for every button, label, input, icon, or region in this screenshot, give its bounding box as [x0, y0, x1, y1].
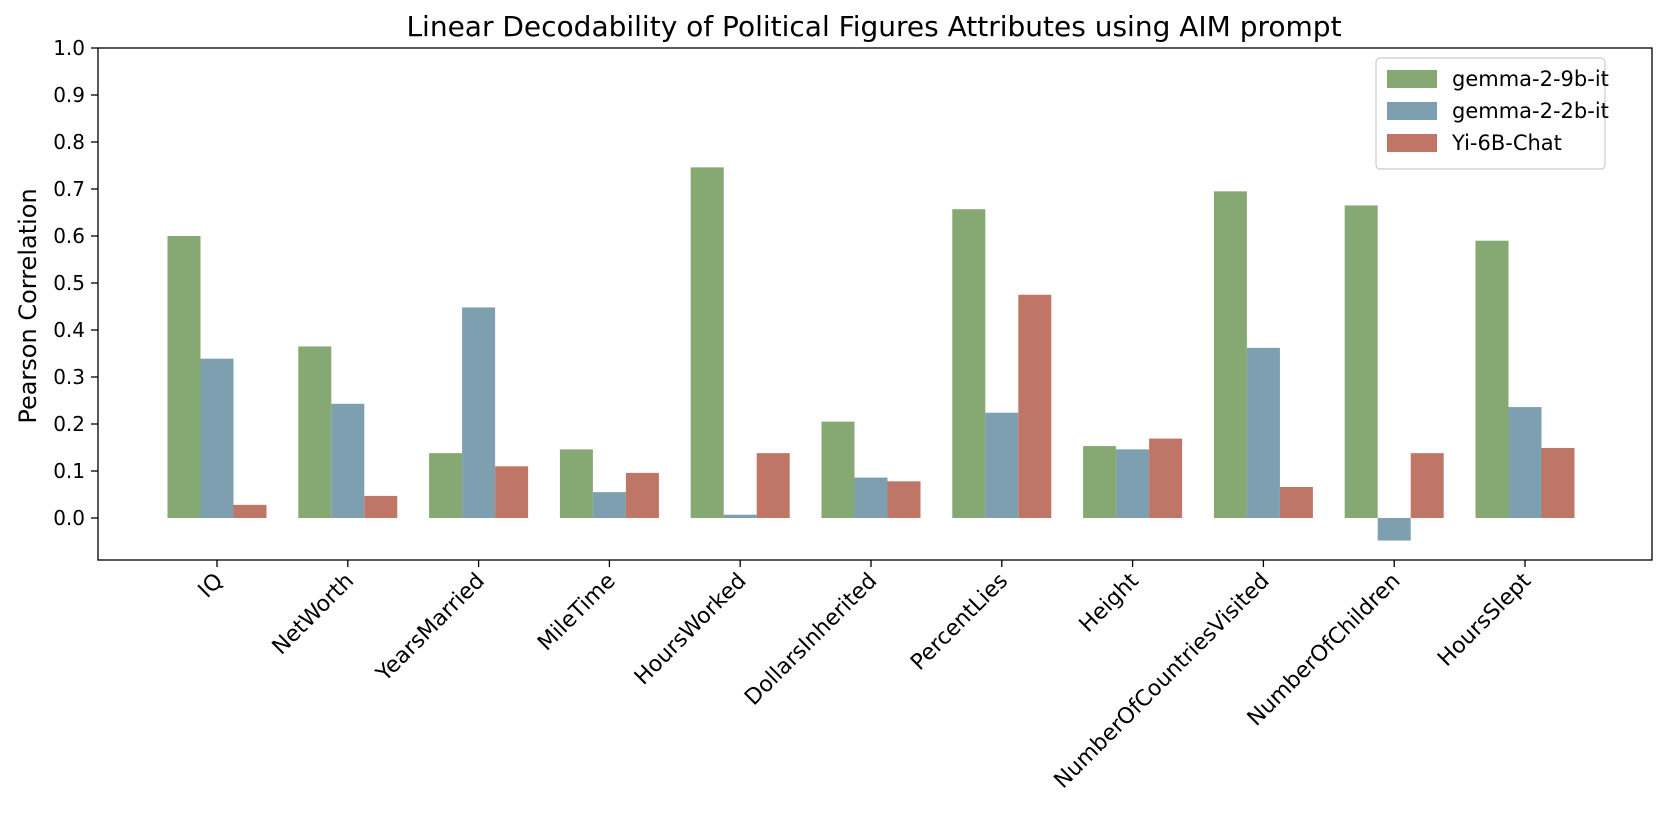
- bar-gemma-2-9b-it-PercentLies: [952, 209, 986, 518]
- bar-Yi-6B-Chat-MileTime: [625, 472, 659, 518]
- bar-Yi-6B-Chat-PercentLies: [1018, 294, 1052, 518]
- bar-gemma-2-2b-it-MileTime: [592, 492, 626, 518]
- bar-gemma-2-2b-it-Height: [1116, 449, 1150, 518]
- legend-label: Yi-6B-Chat: [1451, 131, 1562, 155]
- x-tick-label: IQ: [194, 569, 229, 604]
- chart-title: Linear Decodability of Political Figures…: [406, 10, 1341, 43]
- x-tick-label: YearsMarried: [371, 569, 490, 688]
- y-tick-label: 1.0: [53, 36, 85, 60]
- bar-gemma-2-2b-it-HoursWorked: [723, 514, 757, 518]
- bar-gemma-2-2b-it-NumberOfCountriesVisited: [1246, 347, 1280, 518]
- legend-label: gemma-2-2b-it: [1452, 99, 1609, 123]
- y-tick-label: 0.2: [53, 412, 85, 436]
- bar-gemma-2-2b-it-NetWorth: [331, 403, 365, 518]
- bar-Yi-6B-Chat-YearsMarried: [495, 466, 529, 518]
- legend-swatch: [1387, 134, 1437, 152]
- y-tick-label: 0.8: [53, 130, 85, 154]
- bar-gemma-2-2b-it-YearsMarried: [462, 307, 496, 518]
- legend-swatch: [1387, 102, 1437, 120]
- bar-gemma-2-2b-it-PercentLies: [985, 412, 1019, 518]
- x-tick-label: Height: [1075, 568, 1144, 637]
- y-tick-label: 0.1: [53, 459, 85, 483]
- y-tick-label: 0.6: [53, 224, 85, 248]
- x-tick-label: NetWorth: [268, 569, 359, 660]
- bar-gemma-2-2b-it-NumberOfChildren: [1377, 518, 1411, 541]
- x-tick-label: HoursSlept: [1433, 568, 1536, 671]
- bar-gemma-2-9b-it-YearsMarried: [429, 453, 463, 518]
- bar-Yi-6B-Chat-NumberOfCountriesVisited: [1279, 486, 1313, 518]
- bar-Yi-6B-Chat-HoursWorked: [756, 453, 790, 518]
- bar-gemma-2-9b-it-NetWorth: [298, 346, 332, 518]
- bar-gemma-2-9b-it-IQ: [167, 236, 201, 518]
- x-tick-label: PercentLies: [906, 569, 1013, 676]
- bar-Yi-6B-Chat-DollarsInherited: [887, 481, 921, 518]
- y-tick-label: 0.9: [53, 83, 85, 107]
- bar-gemma-2-9b-it-NumberOfCountriesVisited: [1213, 191, 1247, 518]
- legend-label: gemma-2-9b-it: [1452, 67, 1609, 91]
- legend-swatch: [1387, 70, 1437, 88]
- bar-gemma-2-2b-it-HoursSlept: [1508, 407, 1542, 518]
- plot-frame: [97, 47, 1653, 561]
- x-axis: IQ NetWorth YearsMarried MileTime HoursWorke…: [194, 560, 1537, 794]
- legend: gemma-2-9b-it gemma-2-2b-it Yi-6B-Chat: [1375, 57, 1609, 170]
- bar-Yi-6B-Chat-HoursSlept: [1541, 447, 1575, 518]
- x-tick-label: DollarsInherited: [740, 569, 882, 711]
- bar-Yi-6B-Chat-Height: [1149, 438, 1183, 518]
- bar-gemma-2-2b-it-DollarsInherited: [854, 477, 888, 518]
- bar-gemma-2-9b-it-Height: [1083, 446, 1117, 518]
- bar-Yi-6B-Chat-NumberOfChildren: [1410, 453, 1444, 518]
- bar-Yi-6B-Chat-NetWorth: [364, 495, 398, 518]
- bar-gemma-2-9b-it-NumberOfChildren: [1344, 205, 1378, 518]
- y-tick-label: 0.3: [53, 365, 85, 389]
- y-tick-label: 0.0: [53, 506, 85, 530]
- y-tick-label: 0.4: [53, 318, 85, 342]
- x-tick-label: NumberOfCountriesVisited: [1050, 569, 1275, 794]
- x-tick-label: MileTime: [533, 569, 620, 656]
- y-axis: 0.0 0.1 0.2 0.3 0.4 0.5 0.6 0.7 0.8 0.9 1.0: [53, 36, 98, 530]
- bar-gemma-2-9b-it-MileTime: [559, 449, 593, 518]
- y-axis-label: Pearson Correlation: [14, 188, 42, 423]
- y-tick-label: 0.5: [53, 271, 85, 295]
- y-tick-label: 0.7: [53, 177, 85, 201]
- bar-Yi-6B-Chat-IQ: [233, 504, 267, 518]
- bars-layer: [167, 167, 1575, 541]
- bar-gemma-2-9b-it-HoursSlept: [1475, 240, 1509, 518]
- x-tick-label: HoursWorked: [630, 569, 752, 691]
- bar-gemma-2-9b-it-DollarsInherited: [821, 421, 855, 518]
- bar-gemma-2-2b-it-IQ: [200, 358, 234, 518]
- bar-gemma-2-9b-it-HoursWorked: [690, 167, 724, 518]
